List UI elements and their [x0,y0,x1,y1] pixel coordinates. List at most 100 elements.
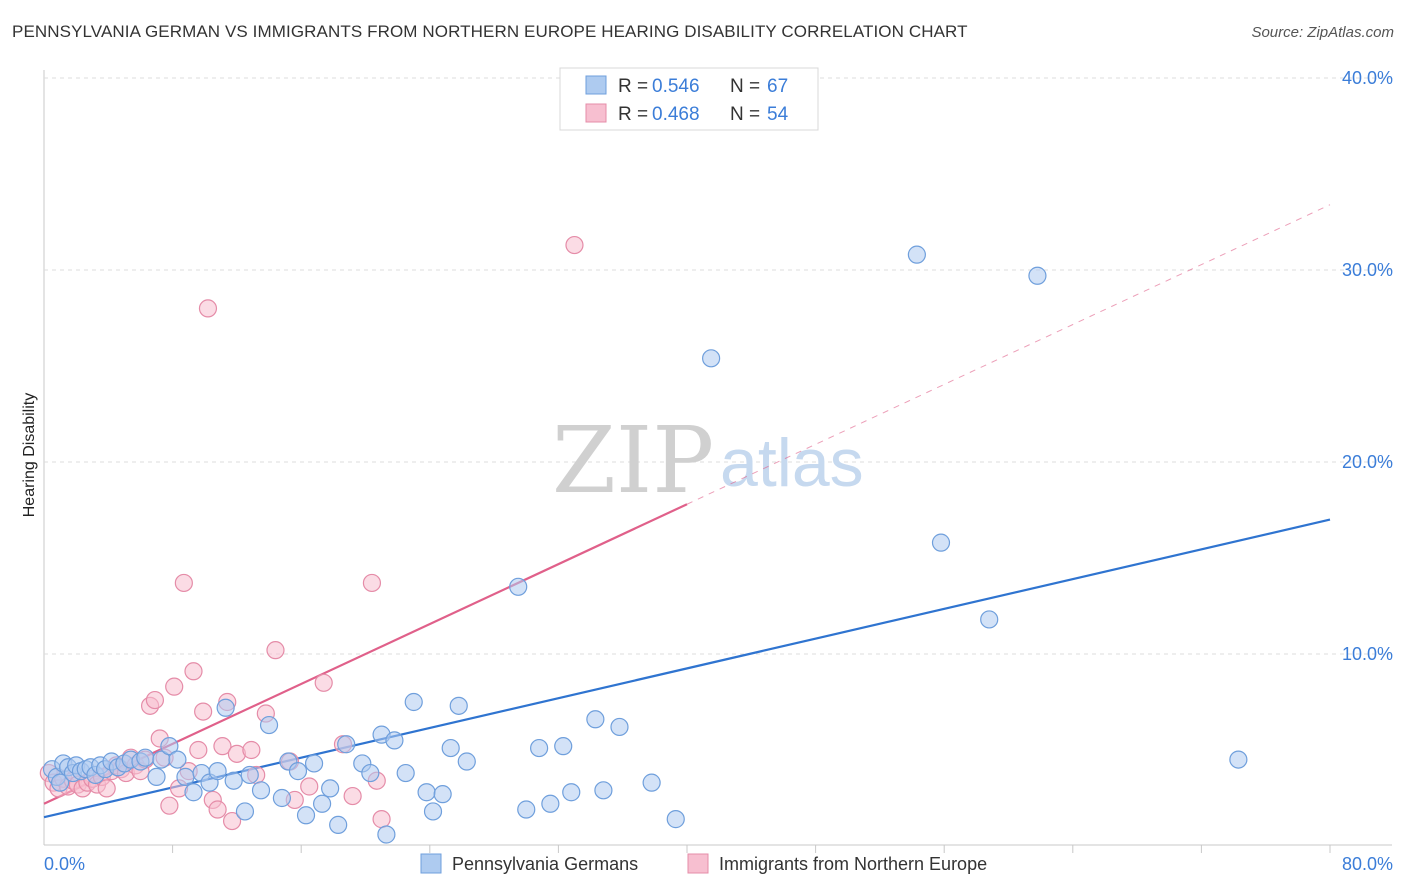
y-tick-label: 20.0% [1342,452,1393,472]
point-pennsylvania [168,750,187,769]
point-pennsylvania [702,349,721,368]
point-pennsylvania [224,771,243,790]
grid-lines [43,70,1392,853]
point-immigrants [343,786,362,806]
point-pennsylvania [385,731,404,750]
legend-label-immigrants: Immigrants from Northern Europe [719,854,987,874]
point-pennsylvania [288,762,308,781]
point-pennsylvania [509,577,528,596]
legend-r-value-2: 0.468 [652,104,700,125]
point-pennsylvania [554,737,573,756]
legend-n-label-1: N = [730,76,760,97]
point-immigrants [194,702,213,721]
point-pennsylvania [1028,266,1047,285]
point-pennsylvania [216,698,235,717]
point-pennsylvania [530,738,549,758]
legend-swatch-pennsylvania [420,853,442,874]
legend-label-pennsylvania: Pennsylvania Germans [452,854,638,874]
point-pennsylvania [377,825,396,844]
point-immigrants [314,673,333,692]
point-pennsylvania [449,696,468,715]
point-immigrants [174,573,193,593]
point-immigrants [184,662,203,681]
watermark: ZIP atlas [552,407,864,514]
point-pennsylvania [329,815,348,834]
trend-line-immigrants-extension [686,204,1331,505]
point-pennsylvania [136,748,155,767]
series-pennsylvania-points [42,245,1248,844]
x-tick-label: 80.0% [1342,854,1393,874]
point-immigrants [362,573,382,593]
legend-n-value-1: 67 [767,76,788,97]
point-pennsylvania [433,785,452,804]
point-pennsylvania [176,767,195,786]
point-pennsylvania [147,767,166,786]
point-pennsylvania [184,783,203,802]
point-pennsylvania [404,692,423,712]
legend-swatch-blue [585,75,607,95]
point-immigrants [165,677,184,696]
point-pennsylvania [361,763,380,783]
watermark-atlas: atlas [720,425,864,501]
legend-n-value-2: 54 [767,104,789,125]
point-immigrants [198,299,218,318]
y-tick-label: 30.0% [1342,260,1393,280]
y-tick-label: 40.0% [1342,68,1393,88]
point-immigrants [222,811,242,831]
point-pennsylvania [931,533,951,552]
point-pennsylvania [586,710,605,729]
point-immigrants [208,800,227,819]
legend-r-label-1: R = [618,76,648,97]
point-pennsylvania [337,735,356,754]
legend-r-value-1: 0.546 [652,76,700,97]
y-tick-label: 10.0% [1342,644,1393,664]
stats-legend: R = 0.546 N = 67 R = 0.468 N = 54 [559,67,819,131]
point-immigrants [300,777,319,796]
point-pennsylvania [457,752,476,771]
point-immigrants [242,740,261,760]
point-immigrants [266,641,285,660]
point-pennsylvania [304,754,324,773]
series-immigrants-points [39,235,584,831]
point-pennsylvania [272,788,292,808]
point-pennsylvania [423,802,443,821]
point-immigrants [565,235,584,255]
point-immigrants [372,810,391,829]
series-legend: Pennsylvania Germans Immigrants from Nor… [420,853,987,874]
point-pennsylvania [251,781,271,800]
point-pennsylvania [517,800,536,819]
point-pennsylvania [1229,750,1248,769]
point-pennsylvania [312,794,332,813]
point-pennsylvania [441,738,460,758]
point-immigrants [145,690,165,710]
legend-swatch-immigrants [687,853,709,874]
chart-title: PENNSYLVANIA GERMAN VS IMMIGRANTS FROM N… [12,22,968,41]
point-immigrants [213,737,232,756]
point-immigrants [160,796,179,815]
legend-swatch-pink [585,103,607,123]
point-pennsylvania [907,245,926,264]
point-immigrants [97,779,116,798]
x-tick-labels: 0.0% 80.0% [44,854,1393,874]
point-pennsylvania [240,765,259,785]
point-pennsylvania [642,773,661,792]
point-pennsylvania [259,715,279,735]
point-pennsylvania [160,737,179,756]
point-pennsylvania [235,802,255,821]
point-pennsylvania [296,806,316,825]
point-pennsylvania [396,763,415,783]
legend-n-label-2: N = [730,104,760,125]
chart-source: Source: ZipAtlas.com [1251,24,1394,41]
point-immigrants [189,740,208,760]
y-axis-label: Hearing Disability [21,393,38,518]
point-pennsylvania [666,810,685,829]
legend-r-label-2: R = [618,104,648,125]
point-pennsylvania [50,773,70,792]
point-pennsylvania [980,610,999,629]
point-pennsylvania [541,794,560,813]
point-pennsylvania [594,781,613,800]
point-pennsylvania [610,717,629,737]
point-pennsylvania [208,762,227,781]
point-pennsylvania [321,779,340,798]
